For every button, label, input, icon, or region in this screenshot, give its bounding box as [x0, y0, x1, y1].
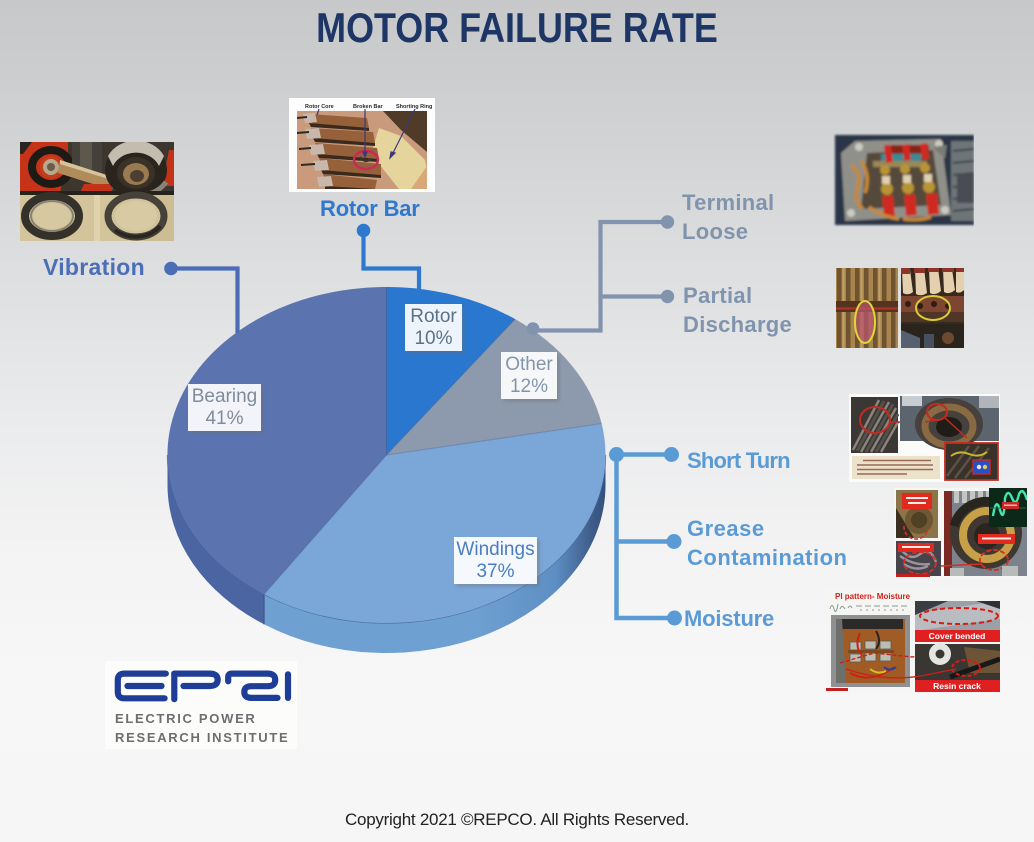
svg-text:Resin crack: Resin crack — [933, 681, 981, 691]
svg-text:RESEARCH INSTITUTE: RESEARCH INSTITUTE — [115, 730, 289, 745]
svg-text:PI pattern- Moisture: PI pattern- Moisture — [835, 592, 911, 601]
svg-text:Cover bended: Cover bended — [929, 631, 986, 641]
svg-text:Shorting Ring: Shorting Ring — [396, 104, 432, 110]
svg-text:ELECTRIC POWER: ELECTRIC POWER — [115, 711, 257, 726]
svg-text:Rotor Core: Rotor Core — [305, 104, 334, 110]
svg-text:Broken Bar: Broken Bar — [353, 104, 384, 110]
